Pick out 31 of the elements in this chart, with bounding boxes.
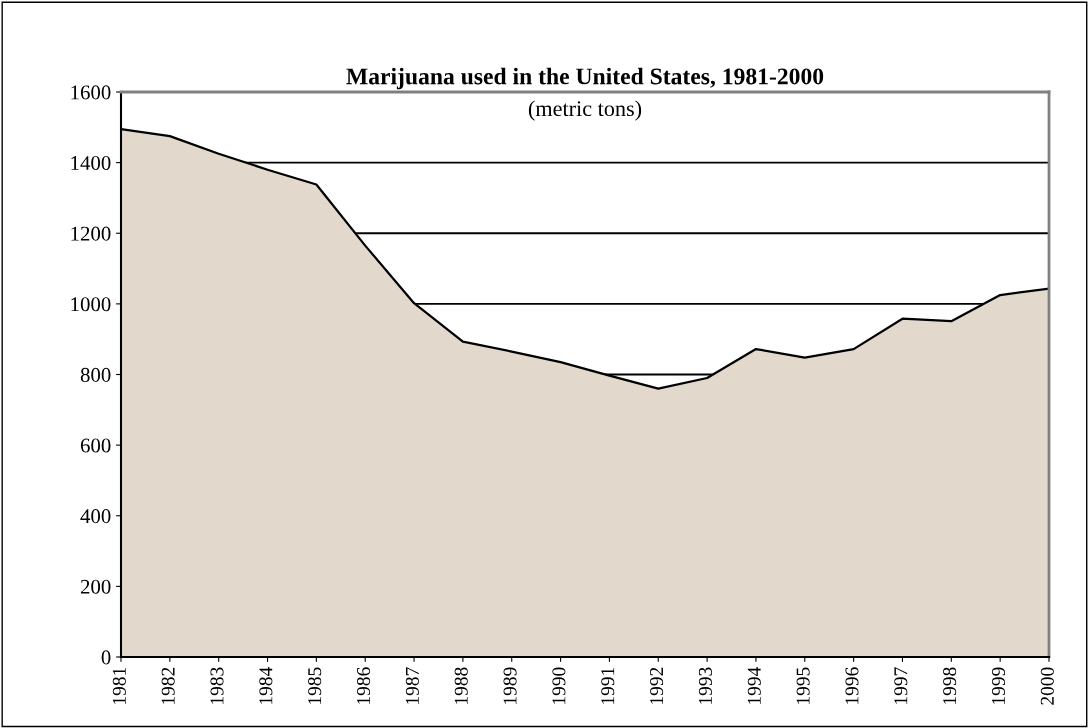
x-tick-label: 1986: [356, 667, 371, 704]
y-tick-label: 1400: [71, 156, 111, 171]
x-tick-label: 1989: [503, 667, 517, 704]
y-tick-label: 200: [80, 579, 111, 594]
chart-subtitle: (metric tons): [528, 100, 642, 121]
x-tick-label: 1982: [161, 667, 175, 704]
x-tick-label: 1998: [943, 667, 957, 704]
x-tick-label: 1993: [698, 667, 712, 704]
x-tick-label: 1995: [796, 667, 810, 704]
x-tick-label: 1988: [454, 667, 468, 704]
x-tick-label: 1985: [308, 667, 322, 704]
x-tick-label: 1984: [259, 667, 273, 704]
x-tick-label: 1997: [894, 667, 908, 704]
y-tick-label: 1200: [71, 226, 111, 241]
x-tick-label: 1981: [112, 667, 126, 704]
x-tick-label: 1983: [210, 667, 224, 704]
chart-title: Marijuana used in the United States, 1981-2000: [346, 67, 824, 90]
x-tick-label: 1992: [650, 667, 664, 704]
x-tick-label: 1990: [552, 667, 566, 704]
x-tick-label: 1996: [845, 667, 859, 704]
x-tick-label: 1999: [991, 667, 1006, 704]
x-tick-label: 1987: [405, 667, 419, 704]
y-tick-label: 1600: [71, 85, 111, 100]
x-tick-label: 1994: [747, 667, 761, 704]
x-tick-label: 1991: [601, 667, 615, 704]
y-tick-label: 400: [80, 509, 111, 524]
y-tick-label: 600: [80, 438, 111, 453]
y-tick-label: 800: [80, 367, 111, 382]
y-tick-label: 1000: [71, 297, 111, 312]
x-tick-label: 2000: [1040, 667, 1054, 705]
y-tick-label: 0: [101, 650, 111, 665]
